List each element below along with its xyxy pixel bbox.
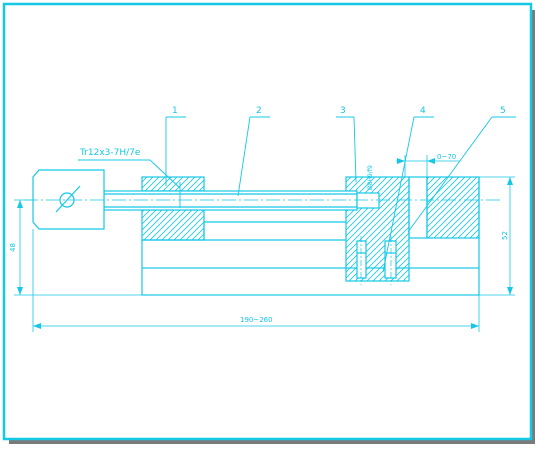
height-left-label: 48	[9, 243, 17, 252]
gap-label: 0~70	[437, 153, 456, 161]
handle-knob	[32, 169, 105, 230]
nut-block-bottom	[141, 209, 205, 241]
screw-pin	[356, 192, 380, 209]
callout-2: 2	[256, 106, 262, 116]
nut-block-top	[141, 176, 205, 192]
screw-right	[384, 240, 397, 279]
height-right-label: 52	[501, 231, 509, 240]
screw-left	[356, 240, 367, 279]
fit-label: Ø8H9/f9	[367, 165, 374, 190]
length-label: 190~260	[240, 316, 273, 324]
thread-label: Tr12x3-7H/7e	[79, 148, 141, 158]
callout-3: 3	[340, 106, 346, 116]
arrowheads	[17, 158, 513, 329]
callout-4: 4	[420, 106, 426, 116]
base-body	[141, 267, 480, 296]
fixed-jaw	[426, 176, 480, 239]
callout-5: 5	[500, 106, 506, 116]
callout-1: 1	[172, 106, 178, 116]
